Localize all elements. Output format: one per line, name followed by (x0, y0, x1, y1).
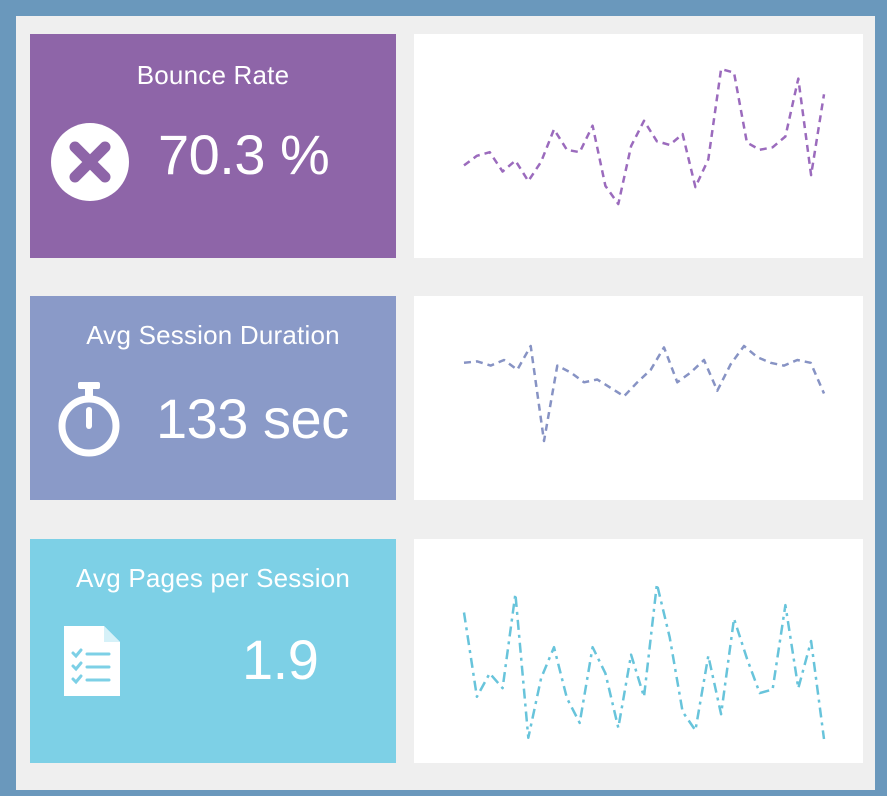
bounce-rate-sparkline (414, 34, 863, 258)
session-duration-sparkline (414, 296, 863, 500)
dashboard-panel: Bounce Rate 70.3 % Avg Session Duration (16, 16, 875, 790)
kpi-row-session-duration: Avg Session Duration 133 sec (30, 296, 863, 500)
kpi-row-pages-per-session: Avg Pages per Session 1.9 (30, 539, 863, 763)
kpi-row-bounce-rate: Bounce Rate 70.3 % (30, 34, 863, 258)
sparkline-series (463, 344, 826, 443)
stopwatch-icon (56, 382, 122, 463)
card-title: Avg Session Duration (86, 320, 340, 350)
card-value: 70.3 % (158, 123, 330, 186)
x-circle-icon (50, 122, 130, 207)
sparkline-series (462, 582, 826, 740)
card-title: Avg Pages per Session (75, 563, 350, 593)
document-list-icon (64, 626, 120, 701)
card-value: 1.9 (242, 628, 319, 691)
pages-per-session-card[interactable]: Avg Pages per Session 1.9 (30, 539, 396, 763)
bounce-rate-card[interactable]: Bounce Rate 70.3 % (30, 34, 396, 258)
card-value: 133 sec (156, 387, 349, 450)
session-duration-card[interactable]: Avg Session Duration 133 sec (30, 296, 396, 500)
sparkline-series (463, 67, 826, 206)
card-title: Bounce Rate (136, 60, 290, 90)
pages-per-session-sparkline (414, 539, 863, 763)
